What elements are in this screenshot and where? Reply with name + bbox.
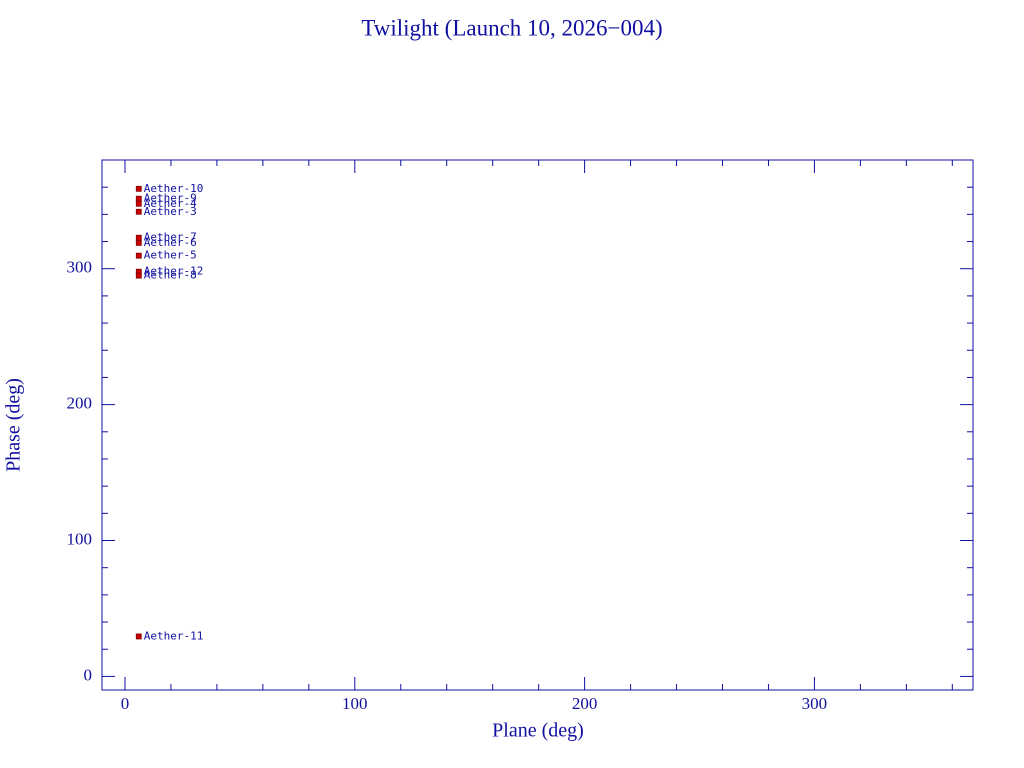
chart-title: Twilight (Launch 10, 2026−004): [361, 15, 662, 40]
plot-frame: [101, 159, 974, 691]
marker: [135, 234, 142, 241]
point-label: Aether-10: [144, 182, 204, 195]
marker: [135, 208, 142, 215]
point-label: Aether-7: [144, 231, 197, 244]
point-label: Aether-3: [144, 205, 197, 218]
x-axis-label: Plane (deg): [492, 720, 584, 742]
x-tick-label: 200: [572, 694, 598, 713]
point-label: Aether-12: [144, 265, 204, 278]
marker: [135, 633, 142, 640]
y-tick-label: 100: [67, 529, 93, 548]
point-label: Aether-5: [144, 249, 197, 262]
y-tick-label: 300: [67, 258, 93, 277]
y-tick-label: 0: [84, 665, 93, 684]
y-tick-label: 200: [67, 394, 93, 413]
point-label: Aether-11: [144, 629, 204, 642]
point-label: Aether-4: [144, 197, 197, 210]
x-tick-label: 300: [802, 694, 828, 713]
x-tick-label: 100: [342, 694, 368, 713]
y-axis-label: Phase (deg): [3, 378, 25, 472]
marker: [135, 252, 142, 259]
marker: [135, 195, 142, 202]
marker: [135, 272, 142, 279]
x-tick-label: 0: [121, 694, 130, 713]
point-label: Aether-6: [144, 236, 197, 249]
point-label: Aether-9: [144, 192, 197, 205]
marker: [135, 185, 142, 192]
point-label: Aether-8: [144, 269, 197, 282]
marker: [135, 239, 142, 246]
marker: [135, 200, 142, 207]
